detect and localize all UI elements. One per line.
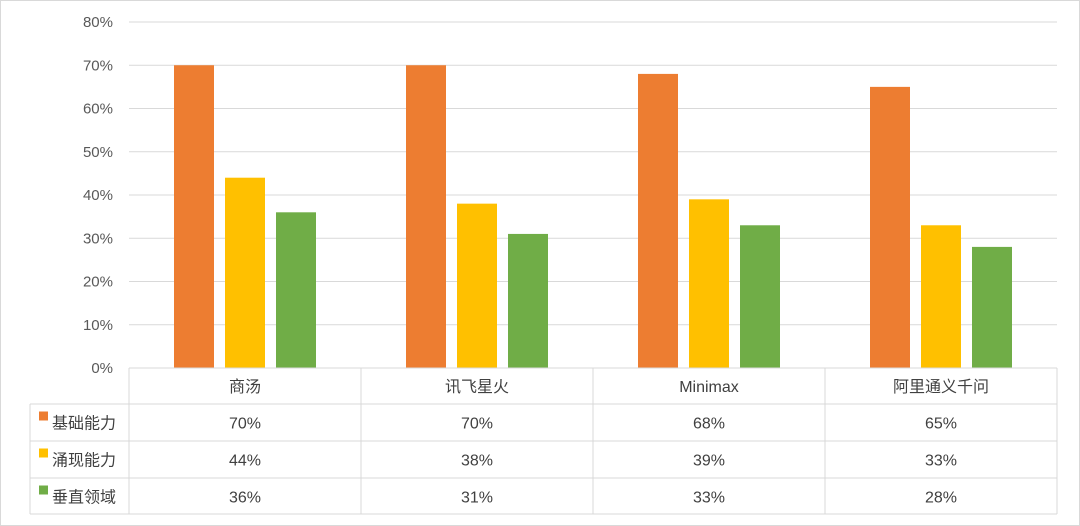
bar — [508, 233, 548, 368]
y-tick-label: 60% — [83, 101, 113, 118]
data-value-label: 44% — [229, 453, 261, 470]
data-value-label: 33% — [925, 453, 957, 470]
bar — [870, 86, 910, 368]
category-label: 商汤 — [229, 378, 261, 396]
legend-key — [39, 411, 48, 421]
y-tick-label: 70% — [83, 57, 113, 74]
y-tick-label: 0% — [91, 360, 113, 377]
bar — [638, 73, 678, 369]
legend-key — [39, 485, 48, 495]
y-tick-label: 80% — [83, 14, 113, 31]
legend-key — [39, 448, 48, 458]
category-label: Minimax — [679, 379, 739, 396]
legend-label: 垂直领域 — [52, 489, 116, 507]
bar — [174, 65, 214, 368]
y-tick-label: 50% — [83, 144, 113, 161]
y-tick-label: 10% — [83, 317, 113, 334]
legend-label: 基础能力 — [52, 415, 116, 433]
data-value-label: 38% — [461, 453, 493, 470]
data-value-label: 68% — [693, 416, 725, 433]
bar — [457, 203, 497, 368]
data-value-label: 33% — [693, 490, 725, 507]
data-value-label: 65% — [925, 416, 957, 433]
bar — [225, 177, 265, 368]
bar — [921, 225, 961, 368]
category-label: 讯飞星火 — [445, 378, 509, 396]
bar — [689, 199, 729, 368]
data-value-label: 36% — [229, 490, 261, 507]
y-tick-label: 30% — [83, 230, 113, 247]
data-value-label: 70% — [461, 416, 493, 433]
bar — [972, 246, 1012, 368]
y-tick-label: 20% — [83, 274, 113, 291]
data-value-label: 28% — [925, 490, 957, 507]
bar — [406, 65, 446, 368]
data-value-label: 39% — [693, 453, 725, 470]
y-tick-label: 40% — [83, 187, 113, 204]
data-value-label: 70% — [229, 416, 261, 433]
data-value-label: 31% — [461, 490, 493, 507]
legend-label: 涌现能力 — [52, 452, 116, 470]
bar — [740, 225, 780, 368]
bar — [276, 212, 316, 368]
category-label: 阿里通义千问 — [893, 378, 989, 396]
